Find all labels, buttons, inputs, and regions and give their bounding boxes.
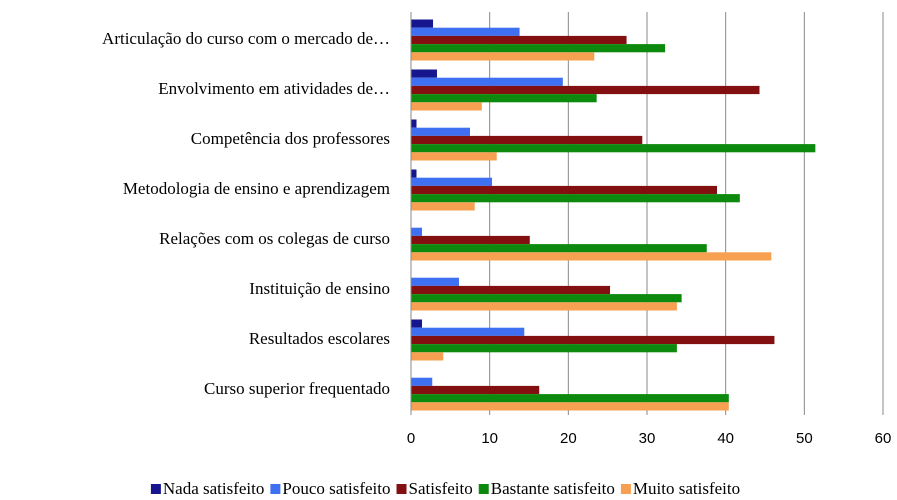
category-label: Competência dos professores [191, 129, 390, 148]
bar [411, 52, 595, 61]
bar [411, 27, 520, 36]
category-label: Curso superior frequentado [204, 379, 390, 398]
x-tick-label: 0 [407, 430, 415, 447]
bar [411, 327, 525, 336]
bar [411, 127, 470, 136]
bar [411, 352, 444, 361]
bar [411, 235, 530, 245]
legend-swatch [396, 484, 407, 494]
bar [411, 335, 775, 345]
category-label: Articulação do curso com o mercado de… [102, 29, 390, 48]
category-label: Metodologia de ensino e aprendizagem [123, 179, 390, 198]
bar [411, 185, 718, 195]
bar [411, 277, 459, 286]
bar [411, 35, 627, 45]
legend-label: Satisfeito [409, 479, 473, 498]
legend-label: Muito satisfeito [633, 479, 740, 498]
bar [411, 69, 437, 78]
x-tick-label: 40 [717, 430, 734, 447]
x-tick-label: 10 [481, 430, 498, 447]
bar [411, 319, 423, 328]
bar [411, 44, 666, 53]
bar [411, 344, 677, 353]
bar [411, 169, 417, 178]
legend-swatch [150, 484, 161, 494]
bar [411, 194, 740, 203]
bar [411, 202, 475, 211]
x-tick-label: 60 [875, 430, 892, 447]
legend-swatch [478, 484, 489, 494]
bar [411, 227, 423, 236]
x-tick-label: 30 [639, 430, 656, 447]
bar [411, 252, 772, 261]
bar [411, 135, 643, 145]
bar [411, 402, 729, 411]
bar [411, 177, 493, 186]
bar [411, 285, 611, 295]
bar [411, 377, 433, 386]
bar [411, 302, 677, 311]
bar [411, 144, 816, 153]
bar [411, 244, 707, 253]
category-label: Resultados escolares [249, 329, 390, 348]
x-tick-label: 50 [796, 430, 813, 447]
legend-swatch [620, 484, 631, 494]
category-label: Envolvimento em atividades de… [158, 79, 390, 98]
bar [411, 385, 540, 395]
category-label: Instituição de ensino [249, 279, 390, 298]
bar [411, 294, 682, 303]
bar [411, 119, 417, 128]
legend-label: Bastante satisfeito [491, 479, 615, 498]
bar [411, 85, 760, 95]
legend-label: Pouco satisfeito [282, 479, 390, 498]
bar [411, 152, 497, 161]
legend-label: Nada satisfeito [163, 479, 265, 498]
x-tick-label: 20 [560, 430, 577, 447]
bar [411, 94, 597, 103]
bar [411, 19, 434, 28]
legend-swatch [270, 484, 281, 494]
bar [411, 102, 482, 111]
category-label: Relações com os colegas de curso [159, 229, 390, 248]
bar [411, 77, 563, 86]
bar [411, 394, 729, 403]
